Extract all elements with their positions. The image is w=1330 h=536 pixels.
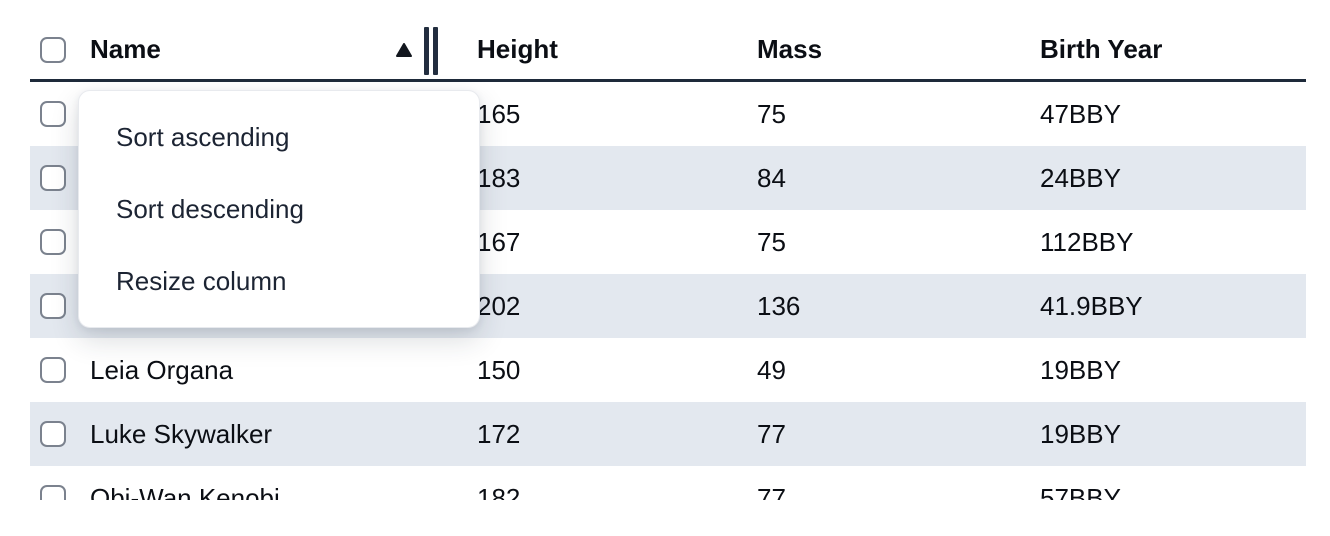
column-menu-item[interactable]: Sort descending bbox=[116, 193, 304, 224]
row-select-cell bbox=[30, 338, 90, 402]
cell-name: Obi-Wan Kenobi bbox=[90, 482, 280, 501]
column-menu-item[interactable]: Sort ascending bbox=[116, 121, 290, 152]
column-menu-item[interactable]: Resize column bbox=[116, 265, 287, 296]
cell-name: Leia Organa bbox=[90, 354, 234, 385]
cell-mass: 75 bbox=[757, 98, 786, 129]
column-header-height[interactable]: Height bbox=[477, 20, 757, 79]
column-header-name[interactable]: Name bbox=[90, 20, 477, 79]
table-header-row: Name Height Mass Birth Year bbox=[30, 20, 1306, 82]
row-select-cell bbox=[30, 466, 90, 500]
table-row: Leia Organa 150 49 19BBY bbox=[30, 338, 1306, 402]
cell-height: 202 bbox=[477, 290, 521, 321]
cell-mass: 77 bbox=[757, 418, 786, 449]
cell-height: 172 bbox=[477, 418, 521, 449]
row-select-cell bbox=[30, 210, 90, 274]
cell-birth-year: 19BBY bbox=[1040, 418, 1121, 449]
table-row: Obi-Wan Kenobi 182 77 57BBY bbox=[30, 466, 1306, 500]
cell-birth-year: 112BBY bbox=[1040, 226, 1134, 257]
row-select-cell bbox=[30, 402, 90, 466]
cell-height: 150 bbox=[477, 354, 521, 385]
cell-birth-year: 47BBY bbox=[1040, 98, 1121, 129]
cell-height: 182 bbox=[477, 482, 521, 501]
column-header-birth-year-label: Birth Year bbox=[1040, 34, 1163, 64]
cell-mass: 77 bbox=[757, 482, 786, 501]
column-header-mass-label: Mass bbox=[757, 34, 823, 64]
row-checkbox[interactable] bbox=[40, 421, 66, 447]
select-all-cell bbox=[30, 20, 90, 79]
row-select-cell bbox=[30, 82, 90, 146]
row-select-cell bbox=[30, 274, 90, 338]
cell-birth-year: 24BBY bbox=[1040, 162, 1121, 193]
table-row: Luke Skywalker 172 77 19BBY bbox=[30, 402, 1306, 466]
row-select-cell bbox=[30, 146, 90, 210]
sort-ascending-icon bbox=[396, 42, 412, 57]
cell-mass: 84 bbox=[757, 162, 786, 193]
column-menu: Sort ascending Sort descending Resize co… bbox=[78, 90, 480, 328]
cell-mass: 136 bbox=[757, 290, 801, 321]
column-resize-handle[interactable] bbox=[424, 27, 438, 75]
resize-bar-icon bbox=[424, 27, 429, 75]
row-checkbox[interactable] bbox=[40, 101, 66, 127]
column-header-name-label: Name bbox=[90, 34, 161, 64]
cell-mass: 49 bbox=[757, 354, 786, 385]
resize-bar-icon bbox=[433, 27, 438, 75]
row-checkbox[interactable] bbox=[40, 485, 66, 500]
column-header-birth-year[interactable]: Birth Year bbox=[1040, 20, 1306, 79]
cell-birth-year: 41.9BBY bbox=[1040, 290, 1143, 321]
column-header-height-label: Height bbox=[477, 34, 558, 64]
select-all-checkbox[interactable] bbox=[40, 36, 66, 63]
cell-height: 167 bbox=[477, 226, 521, 257]
column-header-mass[interactable]: Mass bbox=[757, 20, 1040, 79]
row-checkbox[interactable] bbox=[40, 229, 66, 255]
cell-name: Luke Skywalker bbox=[90, 418, 273, 449]
cell-birth-year: 57BBY bbox=[1040, 482, 1121, 501]
cell-height: 165 bbox=[477, 98, 521, 129]
cell-height: 183 bbox=[477, 162, 521, 193]
row-checkbox[interactable] bbox=[40, 357, 66, 383]
cell-birth-year: 19BBY bbox=[1040, 354, 1121, 385]
row-checkbox[interactable] bbox=[40, 293, 66, 319]
cell-mass: 75 bbox=[757, 226, 786, 257]
row-checkbox[interactable] bbox=[40, 165, 66, 191]
